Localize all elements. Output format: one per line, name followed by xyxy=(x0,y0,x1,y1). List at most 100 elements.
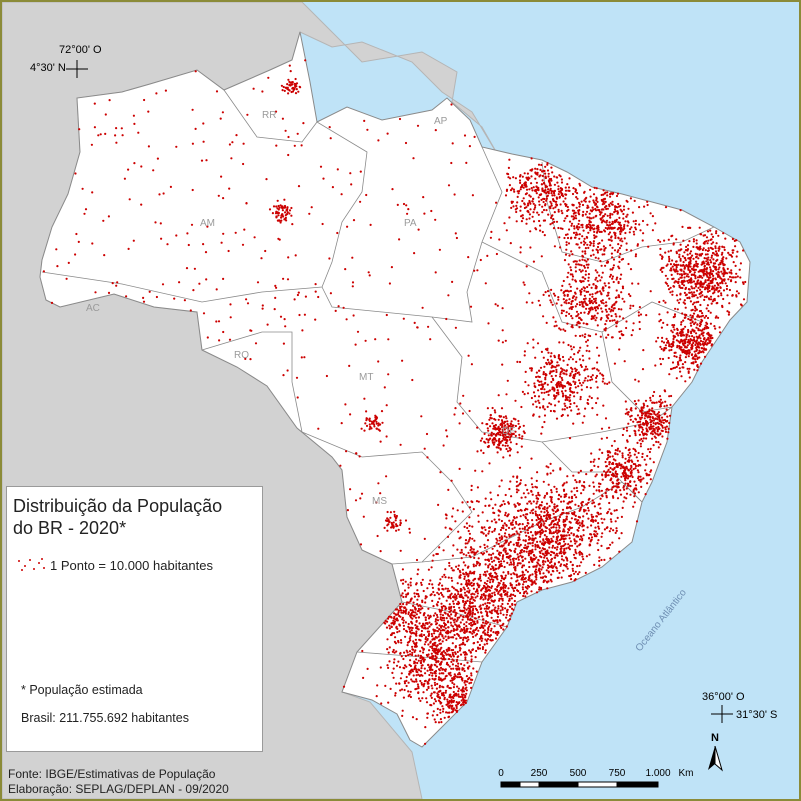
population-dot xyxy=(424,597,427,600)
population-dot xyxy=(601,473,604,476)
population-dot xyxy=(550,573,553,576)
population-dot xyxy=(657,428,660,431)
population-dot xyxy=(629,493,632,496)
population-dot xyxy=(580,241,583,244)
population-dot xyxy=(693,263,696,266)
population-dot xyxy=(721,251,724,254)
population-dot xyxy=(624,473,628,476)
population-dot xyxy=(413,642,416,645)
population-dot xyxy=(633,429,636,432)
population-dot xyxy=(558,526,561,529)
population-dot xyxy=(519,530,522,534)
population-dot xyxy=(624,457,627,460)
population-dot xyxy=(605,436,609,439)
population-dot xyxy=(463,575,466,578)
population-dot xyxy=(519,174,522,177)
population-dot xyxy=(711,235,715,238)
population-dot xyxy=(521,175,524,178)
population-dot xyxy=(505,613,508,616)
population-dot xyxy=(712,252,715,255)
population-dot xyxy=(561,284,564,287)
population-dot xyxy=(657,446,660,449)
population-dot xyxy=(545,321,548,324)
population-dot xyxy=(528,565,531,569)
population-dot xyxy=(613,249,617,252)
population-dot xyxy=(517,541,520,545)
population-dot xyxy=(425,701,429,704)
population-dot xyxy=(486,519,489,522)
population-dot xyxy=(555,505,558,508)
population-dot xyxy=(613,466,616,470)
population-dot xyxy=(464,594,467,597)
population-dot xyxy=(484,528,487,532)
population-dot xyxy=(493,527,497,531)
population-dot xyxy=(545,465,548,468)
population-dot xyxy=(517,555,520,558)
population-dot xyxy=(430,652,433,655)
population-dot xyxy=(615,509,618,512)
population-dot xyxy=(710,334,713,337)
population-dot xyxy=(701,252,704,255)
population-dot xyxy=(419,650,422,653)
population-dot xyxy=(491,422,494,425)
population-dot xyxy=(707,272,710,275)
population-dot xyxy=(514,208,517,211)
population-dot xyxy=(405,684,408,688)
population-dot xyxy=(607,294,610,297)
population-dot xyxy=(520,220,524,223)
population-dot xyxy=(576,545,579,548)
population-dot xyxy=(631,211,635,214)
population-dot xyxy=(438,624,441,627)
population-dot xyxy=(567,506,570,509)
population-dot xyxy=(564,551,567,554)
population-dot xyxy=(495,439,498,442)
population-dot xyxy=(659,398,663,401)
population-dot xyxy=(563,259,567,262)
population-dot xyxy=(593,186,596,189)
population-dot xyxy=(619,232,622,236)
population-dot xyxy=(730,269,733,272)
population-dot xyxy=(449,594,452,597)
population-dot xyxy=(426,669,429,672)
population-dot xyxy=(722,289,726,292)
population-dot xyxy=(500,538,503,541)
population-dot xyxy=(515,204,518,207)
population-dot xyxy=(578,571,581,574)
population-dot xyxy=(452,569,455,572)
population-dot xyxy=(640,485,643,488)
population-dot xyxy=(402,657,405,661)
population-dot xyxy=(466,542,469,545)
population-dot xyxy=(462,553,465,556)
population-dot xyxy=(530,457,533,460)
population-dot xyxy=(669,269,672,272)
population-dot xyxy=(616,228,619,231)
population-dot xyxy=(452,610,455,613)
population-dot xyxy=(499,609,502,612)
population-dot xyxy=(483,581,486,585)
population-dot xyxy=(431,649,434,652)
population-dot xyxy=(564,186,567,189)
population-dot xyxy=(428,621,431,624)
population-dot xyxy=(553,183,557,186)
population-dot xyxy=(513,533,516,536)
population-dot xyxy=(611,200,614,203)
population-dot xyxy=(550,540,553,543)
population-dot xyxy=(431,687,434,690)
population-dot xyxy=(550,537,553,540)
population-dot xyxy=(492,604,495,607)
population-dot xyxy=(690,346,693,349)
population-dot xyxy=(696,253,699,256)
population-dot xyxy=(504,444,507,447)
population-dot xyxy=(674,366,677,369)
population-dot xyxy=(608,530,611,533)
population-dot xyxy=(483,546,487,549)
population-dot xyxy=(583,199,586,202)
population-dot xyxy=(636,441,639,444)
population-dot xyxy=(528,188,531,191)
population-dot xyxy=(553,503,556,506)
population-dot xyxy=(427,653,430,656)
population-dot xyxy=(492,425,495,428)
population-dot xyxy=(470,658,473,661)
population-dot xyxy=(532,537,535,541)
population-dot xyxy=(376,684,379,687)
